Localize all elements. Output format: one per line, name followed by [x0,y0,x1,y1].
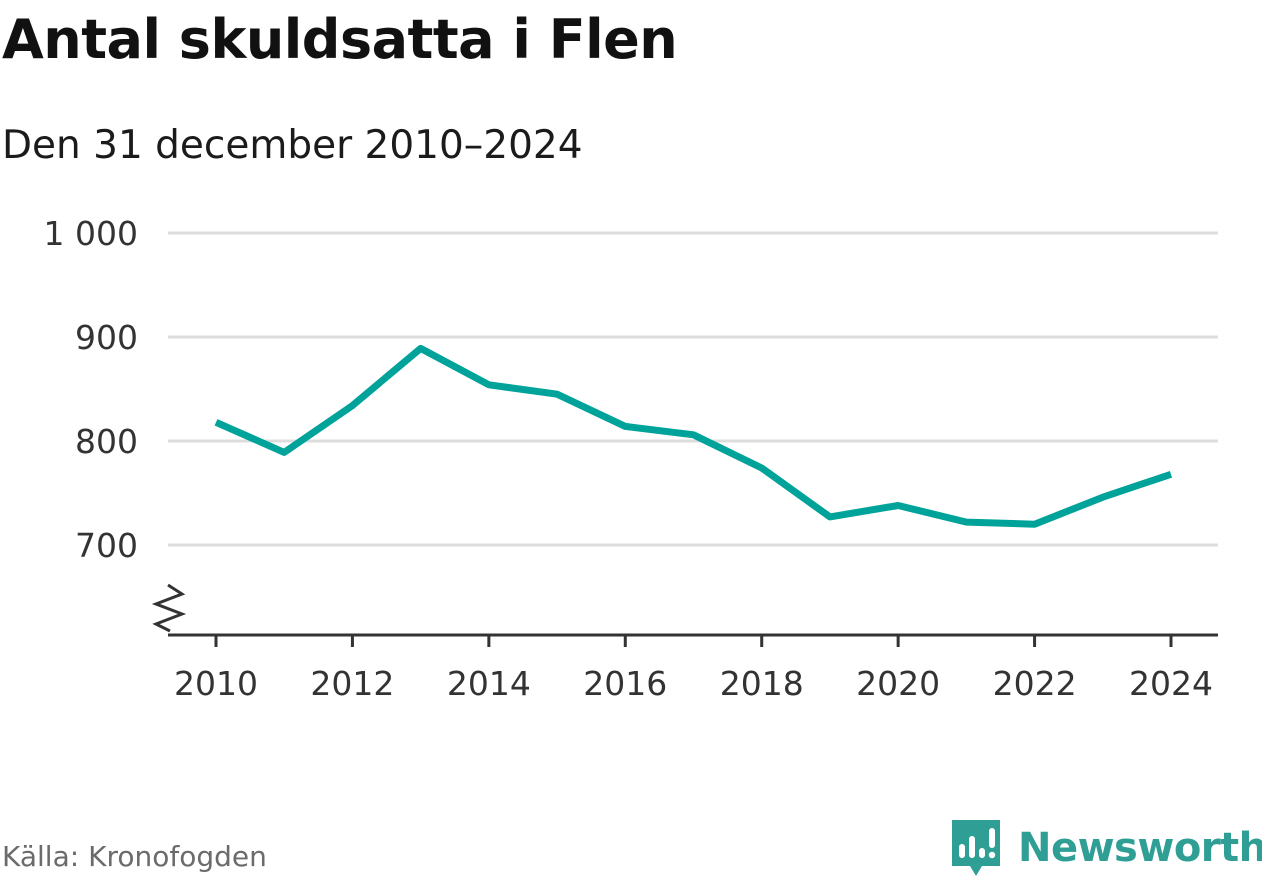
x-tick-label: 2022 [993,664,1077,703]
x-tick-label: 2018 [720,664,804,703]
source-note: Källa: Kronofogden [2,840,267,873]
x-axis: 2010 2012 2014 2016 2018 2020 2022 2024 [168,633,1218,703]
x-tick-label: 2016 [583,664,667,703]
brand-name: Newsworthy [1018,825,1262,871]
gridlines [168,231,1218,547]
y-tick-label: 700 [75,526,138,565]
axis-break-icon [151,583,187,633]
data-point [895,502,902,509]
y-axis-labels: 700 800 900 1 000 [44,214,138,565]
data-point [963,519,970,526]
series-layer [213,344,1175,528]
newsworthy-logo-icon [952,820,1000,876]
data-point [281,449,288,456]
data-point [349,402,356,409]
brand-logo: Newsworthy [950,818,1262,878]
y-tick-label: 800 [75,422,138,461]
chart-subtitle: Den 31 december 2010–2024 [2,123,583,168]
x-tick-label: 2024 [1129,664,1213,703]
chart-title: Antal skuldsatta i Flen [2,8,678,71]
data-point [1168,471,1175,478]
x-tick-label: 2010 [174,664,258,703]
data-point [554,391,561,398]
data-point [213,419,220,426]
data-point [485,381,492,388]
y-tick-label: 900 [75,318,138,357]
x-tick-label: 2014 [447,664,531,703]
data-point [758,465,765,472]
data-point [690,431,697,438]
series-line [214,344,1173,528]
data-point [1099,494,1106,501]
x-tick-label: 2020 [856,664,940,703]
data-point [1031,521,1038,528]
x-tick-label: 2012 [310,664,394,703]
data-point [417,345,424,352]
data-point [826,513,833,520]
data-point [622,423,629,430]
axis-break [151,583,187,633]
y-tick-label: 1 000 [44,214,138,253]
